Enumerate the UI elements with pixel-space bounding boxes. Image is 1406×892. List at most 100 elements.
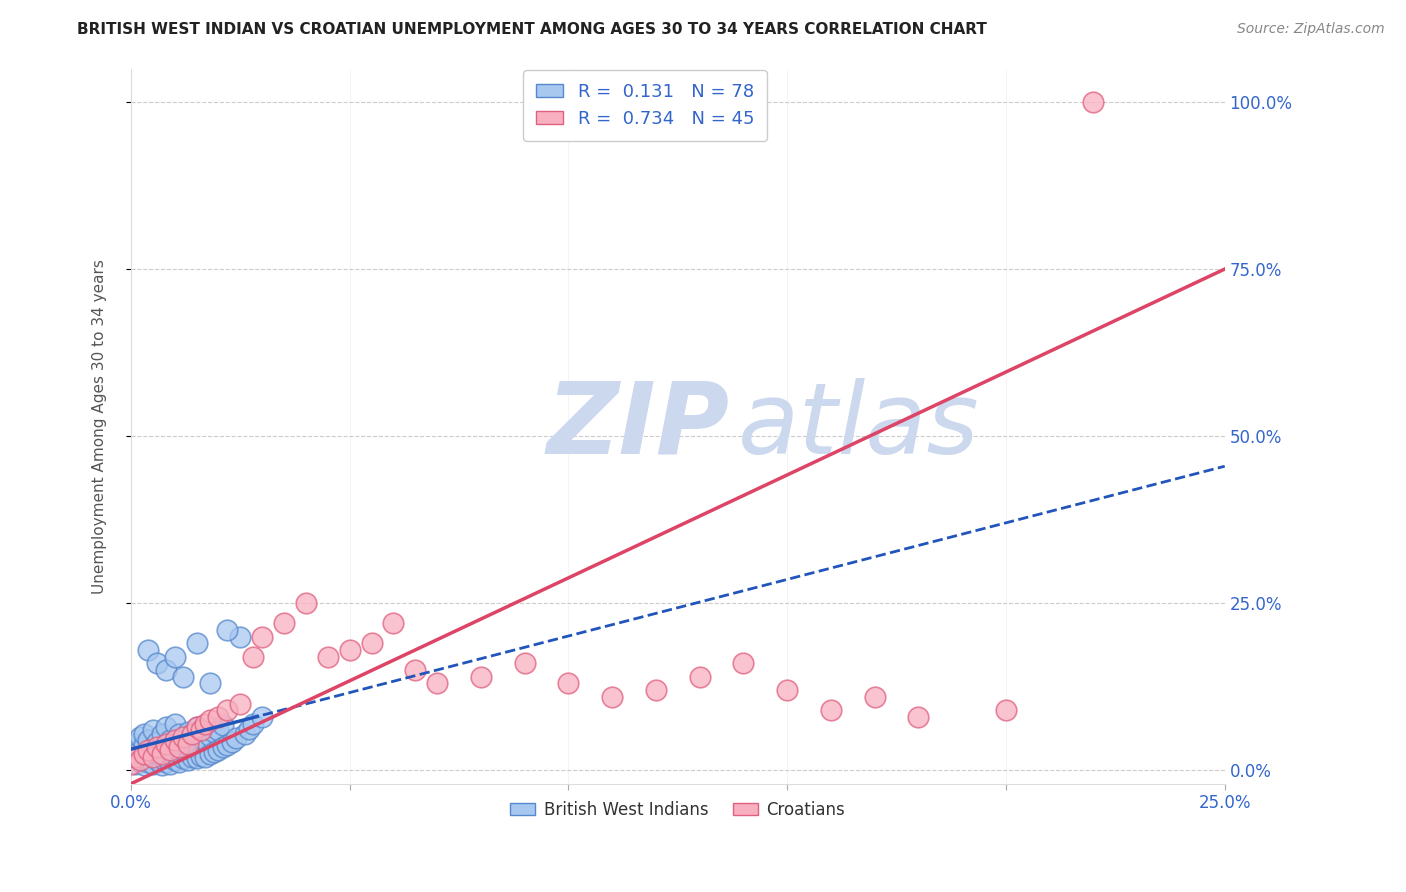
Point bbox=[733, 657, 755, 671]
Point bbox=[163, 649, 186, 664]
Point bbox=[155, 738, 177, 752]
Point bbox=[146, 735, 169, 749]
Point bbox=[1083, 95, 1105, 109]
Point bbox=[689, 670, 711, 684]
Point bbox=[198, 729, 221, 743]
Point bbox=[233, 726, 256, 740]
Point bbox=[167, 743, 190, 757]
Point bbox=[124, 737, 146, 751]
Point bbox=[155, 748, 177, 763]
Text: BRITISH WEST INDIAN VS CROATIAN UNEMPLOYMENT AMONG AGES 30 TO 34 YEARS CORRELATI: BRITISH WEST INDIAN VS CROATIAN UNEMPLOY… bbox=[77, 22, 987, 37]
Point bbox=[124, 756, 146, 771]
Point bbox=[155, 720, 177, 734]
Point bbox=[163, 745, 186, 759]
Point bbox=[238, 722, 260, 736]
Point bbox=[163, 716, 186, 731]
Point bbox=[186, 720, 208, 734]
Point bbox=[776, 683, 799, 698]
Y-axis label: Unemployment Among Ages 30 to 34 years: Unemployment Among Ages 30 to 34 years bbox=[93, 259, 107, 593]
Point bbox=[181, 750, 204, 764]
Point bbox=[172, 670, 194, 684]
Point bbox=[820, 703, 842, 717]
Point bbox=[132, 747, 155, 761]
Point bbox=[177, 737, 200, 751]
Point bbox=[142, 750, 165, 764]
Point bbox=[167, 726, 190, 740]
Point bbox=[142, 723, 165, 738]
Point bbox=[172, 730, 194, 744]
Point bbox=[994, 703, 1017, 717]
Point bbox=[217, 738, 239, 752]
Point bbox=[339, 643, 361, 657]
Point bbox=[142, 750, 165, 764]
Point bbox=[190, 723, 212, 738]
Point bbox=[150, 726, 173, 740]
Point bbox=[159, 733, 181, 747]
Point bbox=[159, 747, 181, 761]
Point bbox=[273, 616, 295, 631]
Point bbox=[202, 745, 225, 759]
Point bbox=[250, 630, 273, 644]
Point bbox=[150, 742, 173, 756]
Point bbox=[132, 748, 155, 763]
Point bbox=[907, 710, 929, 724]
Point bbox=[198, 747, 221, 761]
Point bbox=[295, 596, 318, 610]
Text: Source: ZipAtlas.com: Source: ZipAtlas.com bbox=[1237, 22, 1385, 37]
Point bbox=[207, 710, 229, 724]
Point bbox=[167, 756, 190, 770]
Point bbox=[146, 753, 169, 767]
Point bbox=[163, 733, 186, 747]
Point bbox=[557, 676, 579, 690]
Point bbox=[181, 735, 204, 749]
Legend: British West Indians, Croatians: British West Indians, Croatians bbox=[503, 794, 852, 825]
Point bbox=[217, 703, 239, 717]
Point bbox=[155, 756, 177, 770]
Point bbox=[146, 739, 169, 754]
Point bbox=[242, 716, 264, 731]
Point bbox=[207, 743, 229, 757]
Point bbox=[120, 750, 142, 764]
Point bbox=[120, 739, 142, 754]
Point bbox=[128, 730, 150, 744]
Point bbox=[128, 753, 150, 767]
Point bbox=[128, 743, 150, 757]
Point bbox=[124, 747, 146, 761]
Point bbox=[159, 743, 181, 757]
Point bbox=[138, 743, 160, 757]
Point bbox=[190, 748, 212, 763]
Point bbox=[600, 690, 623, 704]
Point bbox=[155, 663, 177, 677]
Point bbox=[194, 733, 217, 747]
Text: ZIP: ZIP bbox=[547, 377, 730, 475]
Point bbox=[177, 742, 200, 756]
Point bbox=[186, 751, 208, 765]
Point bbox=[242, 649, 264, 664]
Point bbox=[150, 747, 173, 761]
Point bbox=[142, 739, 165, 754]
Point bbox=[211, 718, 233, 732]
Point bbox=[181, 726, 204, 740]
Point bbox=[138, 643, 160, 657]
Point bbox=[470, 670, 492, 684]
Text: atlas: atlas bbox=[738, 377, 980, 475]
Point bbox=[142, 756, 165, 771]
Point bbox=[202, 724, 225, 739]
Point bbox=[132, 758, 155, 772]
Point bbox=[138, 745, 160, 759]
Point bbox=[426, 676, 449, 690]
Point bbox=[150, 758, 173, 772]
Point bbox=[150, 751, 173, 765]
Point bbox=[207, 723, 229, 738]
Point bbox=[177, 753, 200, 767]
Point bbox=[186, 720, 208, 734]
Point bbox=[863, 690, 886, 704]
Point bbox=[190, 731, 212, 746]
Point bbox=[221, 735, 243, 749]
Point bbox=[167, 739, 190, 754]
Point bbox=[316, 649, 339, 664]
Point bbox=[172, 738, 194, 752]
Point bbox=[513, 657, 536, 671]
Point bbox=[159, 756, 181, 771]
Point bbox=[138, 756, 160, 770]
